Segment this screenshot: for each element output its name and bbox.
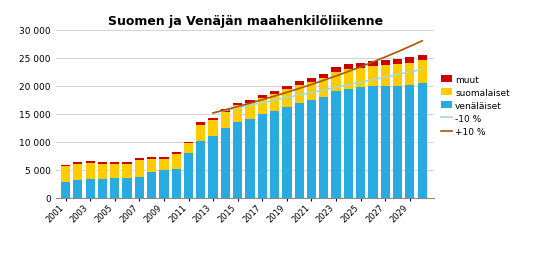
Bar (344, 65, 353, 70)
Bar (319, 78, 329, 98)
Bar (233, 106, 242, 123)
Bar (135, 161, 144, 178)
Bar (331, 92, 341, 198)
Bar (208, 119, 218, 121)
Bar (368, 62, 378, 67)
Bar (110, 163, 119, 165)
Bar (380, 86, 390, 198)
Bar (380, 66, 390, 86)
Bar (295, 81, 304, 85)
Bar (319, 75, 329, 78)
Bar (86, 180, 95, 198)
Bar (270, 91, 279, 95)
Bar (208, 137, 218, 198)
Bar (331, 72, 341, 92)
Bar (73, 162, 82, 164)
Bar (295, 85, 304, 103)
Bar (246, 120, 255, 198)
Bar (418, 61, 427, 84)
Bar (208, 121, 218, 137)
Bar (172, 170, 181, 198)
Bar (282, 90, 291, 108)
Bar (405, 85, 414, 198)
Bar (405, 64, 414, 85)
Bar (307, 100, 316, 198)
Bar (393, 86, 402, 198)
Bar (123, 162, 131, 164)
Bar (344, 70, 353, 89)
Bar (123, 179, 131, 198)
Bar (233, 103, 242, 106)
Bar (196, 141, 206, 198)
Bar (405, 58, 414, 64)
Bar (184, 153, 193, 198)
Bar (331, 68, 341, 72)
Bar (368, 67, 378, 87)
Bar (135, 178, 144, 198)
Bar (110, 179, 119, 198)
Bar (221, 128, 230, 198)
Bar (86, 164, 95, 180)
Bar (258, 114, 267, 198)
Bar (418, 56, 427, 61)
Bar (246, 100, 255, 103)
Bar (344, 89, 353, 198)
Bar (147, 172, 156, 198)
Bar (98, 163, 107, 165)
Bar (221, 112, 230, 128)
Bar (98, 179, 107, 198)
Bar (73, 180, 82, 198)
Bar (282, 86, 291, 90)
Bar (221, 109, 230, 112)
Bar (380, 61, 390, 66)
Bar (61, 182, 70, 198)
Bar (73, 164, 82, 180)
Bar (393, 65, 402, 86)
Bar (123, 164, 131, 179)
Bar (246, 103, 255, 120)
Bar (393, 60, 402, 65)
Bar (270, 95, 279, 112)
Bar (98, 165, 107, 179)
Bar (172, 154, 181, 170)
Bar (110, 165, 119, 179)
Bar (172, 153, 181, 154)
Bar (184, 144, 193, 153)
Bar (159, 171, 169, 198)
Bar (282, 108, 291, 198)
Bar (147, 157, 156, 159)
Bar (270, 112, 279, 198)
Title: Suomen ja Venäjän maahenkilöliikenne: Suomen ja Venäjän maahenkilöliikenne (108, 15, 383, 28)
Bar (61, 165, 70, 167)
Legend: muut, suomalaiset, venäläiset, -10 %, +10 %: muut, suomalaiset, venäläiset, -10 %, +1… (439, 74, 512, 138)
Bar (295, 103, 304, 198)
Bar (147, 159, 156, 172)
Bar (135, 159, 144, 161)
Bar (258, 99, 267, 114)
Bar (184, 142, 193, 144)
Bar (356, 69, 365, 88)
Bar (319, 98, 329, 198)
Bar (61, 167, 70, 182)
Bar (196, 122, 206, 125)
Bar (356, 88, 365, 198)
Bar (307, 78, 316, 83)
Bar (159, 160, 169, 171)
Bar (233, 123, 242, 198)
Bar (86, 162, 95, 164)
Bar (196, 125, 206, 141)
Bar (368, 87, 378, 198)
Bar (418, 84, 427, 198)
Bar (258, 95, 267, 99)
Bar (159, 157, 169, 160)
Bar (307, 83, 316, 100)
Bar (356, 64, 365, 69)
